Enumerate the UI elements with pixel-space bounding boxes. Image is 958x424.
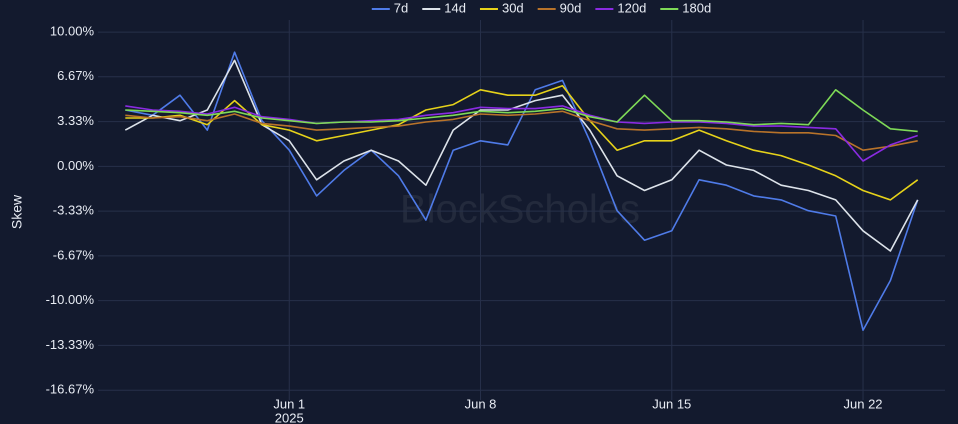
x-tick-label: 2025 (275, 410, 304, 424)
series-line (125, 85, 919, 201)
y-axis-label: Skew (9, 194, 25, 229)
legend-label: 14d (444, 0, 466, 15)
legend-label: 120d (617, 0, 646, 15)
x-tick-label: Jun 1 (273, 396, 305, 411)
series-line (125, 89, 918, 133)
series-line (125, 105, 918, 162)
y-tick-label: -13.33% (46, 337, 95, 352)
y-tick-label: 3.33% (57, 113, 94, 128)
y-tick-label: 0.00% (57, 158, 94, 173)
y-tick-label: -10.00% (46, 292, 95, 307)
y-tick-label: -3.33% (53, 203, 95, 218)
y-tick-label: 6.67% (57, 68, 94, 83)
y-tick-label: -16.67% (46, 382, 95, 397)
legend-label: 7d (394, 0, 408, 15)
series-line (125, 51, 919, 331)
x-tick-label: Jun 15 (652, 396, 691, 411)
legend-label: 30d (502, 0, 524, 15)
x-tick-label: Jun 8 (465, 396, 497, 411)
x-tick-label: Jun 22 (844, 396, 883, 411)
series-line (125, 110, 918, 151)
legend-label: 180d (682, 0, 711, 15)
series-line (124, 59, 919, 252)
legend-label: 90d (560, 0, 582, 15)
legend: 7d 14d 30d 90d 120d 180d (371, 0, 711, 15)
watermark: BlockScholes (400, 188, 640, 232)
y-tick-label: 10.00% (50, 24, 95, 39)
y-tick-label: -6.67% (53, 247, 95, 262)
